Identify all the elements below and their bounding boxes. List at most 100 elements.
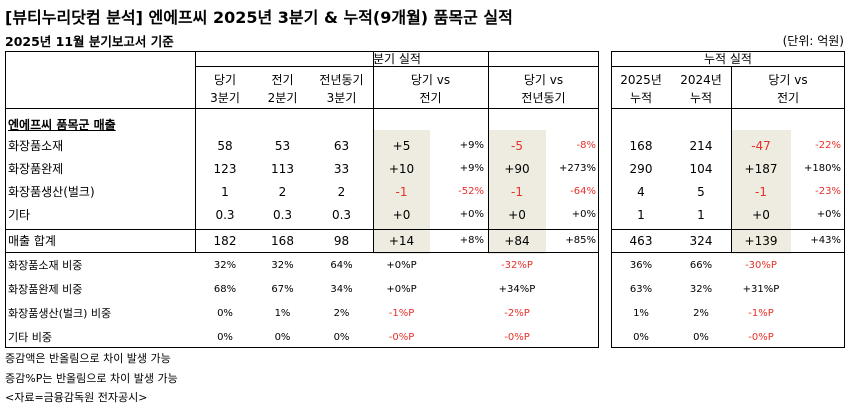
- pct-value: -64%: [570, 186, 596, 197]
- diff-value: -1: [395, 185, 408, 199]
- row-value: 0.3: [331, 208, 352, 222]
- ratio-diff: +0%P: [386, 284, 417, 295]
- ratio-diff: -30%P: [745, 260, 777, 271]
- divider: [373, 51, 374, 252]
- quarter-group-header: 분기 실적: [373, 52, 421, 66]
- column-header: 누적: [629, 91, 653, 105]
- row-value: 5: [697, 185, 705, 199]
- column-header: 3분기: [326, 91, 357, 105]
- ratio-diff: -2%P: [504, 308, 530, 319]
- column-header: 2분기: [267, 91, 298, 105]
- pct-value: +273%: [559, 163, 596, 174]
- row-label: 화장품생산(벌크): [8, 185, 95, 199]
- row-label: 화장품완제: [8, 162, 64, 176]
- pct-value: +43%: [810, 235, 841, 246]
- diff-value: -5: [511, 139, 523, 153]
- ratio-value: 1%: [633, 308, 649, 319]
- quarter-table-border: [5, 51, 599, 348]
- divider: [5, 252, 599, 253]
- diff-value: +90: [504, 162, 530, 176]
- ratio-diff: +31%P: [742, 284, 780, 295]
- note-rounding-pct: 증감%P는 반올림으로 차이 발생 가능: [5, 372, 178, 385]
- ratio-value: 1%: [274, 308, 291, 319]
- row-value: 290: [629, 162, 653, 176]
- ratio-value: 32%: [689, 284, 713, 295]
- row-value: 214: [689, 139, 713, 153]
- ratio-value: 66%: [689, 260, 713, 271]
- row-value: 4: [637, 185, 645, 199]
- diff-value: +0: [392, 208, 411, 222]
- ratio-diff: -0%P: [504, 332, 530, 343]
- ratio-value: 0%: [633, 332, 649, 343]
- ratio-diff: -32%P: [501, 260, 533, 271]
- ratio-diff: -1%P: [388, 308, 415, 319]
- row-value: 168: [629, 139, 653, 153]
- pct-value: +8%: [459, 235, 484, 246]
- ratio-value: 68%: [213, 284, 237, 295]
- column-header: 전기: [271, 73, 294, 87]
- ratio-label: 화장품완제 비중: [8, 283, 83, 296]
- total-label: 매출 합계: [8, 234, 56, 248]
- diff-value: +84: [504, 234, 530, 248]
- section-label: 엔에프씨 품목군 매출: [8, 118, 116, 132]
- row-value: 0.3: [272, 208, 293, 222]
- ratio-value: 0%: [274, 332, 291, 343]
- pct-value: -52%: [458, 186, 484, 197]
- ratio-value: 67%: [271, 284, 294, 295]
- ratio-value: 2%: [693, 308, 709, 319]
- pct-value: -8%: [576, 140, 596, 151]
- page-subtitle: 2025년 11월 분기보고서 기준: [5, 34, 174, 49]
- divider: [611, 108, 845, 109]
- pct-value: -22%: [815, 140, 841, 151]
- pct-value: +0%: [571, 209, 596, 220]
- ratio-value: 34%: [330, 284, 353, 295]
- ratio-diff: +34%P: [498, 284, 536, 295]
- diff-value: +0: [752, 208, 770, 222]
- diff-value: -1: [511, 185, 523, 199]
- row-value: 2: [278, 185, 287, 199]
- divider: [5, 229, 599, 230]
- divider: [731, 66, 732, 252]
- row-label: 화장품소재: [8, 139, 64, 153]
- ratio-value: 32%: [213, 260, 237, 271]
- column-header: 전기: [776, 91, 800, 105]
- ratio-label: 화장품소재 비중: [8, 259, 83, 272]
- column-header: 당기: [213, 73, 237, 87]
- page-title: [뷰티누리닷컴 분석] 엔에프씨 2025년 3분기 & 누적(9개월) 품목군…: [5, 8, 513, 27]
- diff-value: +187: [744, 162, 778, 176]
- ratio-value: 0%: [693, 332, 709, 343]
- ratio-value: 0%: [217, 308, 233, 319]
- total-value: 324: [689, 234, 713, 248]
- diff-value: -47: [751, 139, 771, 153]
- column-header: 전년동기: [319, 73, 364, 87]
- diff-value: +0: [508, 208, 526, 222]
- ratio-value: 64%: [330, 260, 353, 271]
- row-label: 기타: [8, 208, 31, 222]
- total-value: 463: [629, 234, 653, 248]
- column-header: 당기 vs: [410, 73, 451, 87]
- cumulative-group-header: 누적 실적: [704, 52, 752, 66]
- highlight-c-vs: [731, 130, 791, 254]
- ratio-value: 63%: [629, 284, 653, 295]
- ratio-value: 36%: [629, 260, 653, 271]
- column-header: 당기 vs: [523, 73, 564, 87]
- ratio-diff: -0%P: [388, 332, 415, 343]
- pct-value: +0%: [816, 209, 841, 220]
- row-value: 1: [637, 208, 645, 222]
- diff-value: +139: [744, 234, 778, 248]
- ratio-diff: -1%P: [748, 308, 774, 319]
- divider: [195, 66, 599, 67]
- unit-label: (단위: 억원): [782, 34, 844, 48]
- diff-value: +5: [392, 139, 411, 153]
- column-header: 누적: [689, 91, 713, 105]
- row-value: 104: [689, 162, 713, 176]
- row-value: 123: [213, 162, 237, 176]
- column-header: 2024년: [680, 73, 722, 87]
- pct-value: +0%: [459, 209, 484, 220]
- row-value: 33: [333, 162, 350, 176]
- ratio-value: 2%: [333, 308, 350, 319]
- column-header: 전년동기: [521, 91, 566, 105]
- pct-value: +85%: [565, 235, 596, 246]
- total-value: 182: [213, 234, 237, 248]
- divider: [195, 51, 196, 252]
